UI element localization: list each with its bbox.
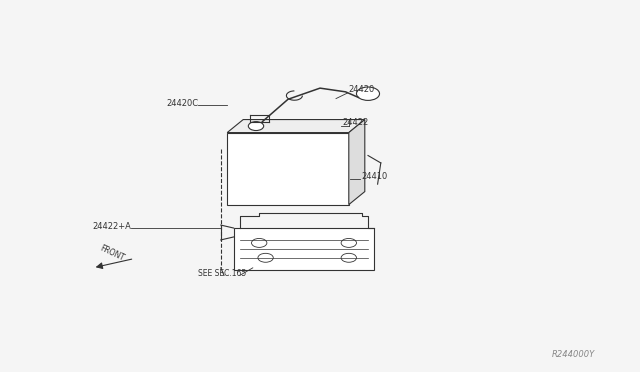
Text: SEE SEC.165: SEE SEC.165 <box>198 269 246 278</box>
Circle shape <box>252 238 267 247</box>
Polygon shape <box>349 119 365 205</box>
Text: 24422: 24422 <box>342 118 369 126</box>
Polygon shape <box>234 228 374 270</box>
Polygon shape <box>227 119 365 132</box>
Text: R244000Y: R244000Y <box>552 350 595 359</box>
Text: 24422+A: 24422+A <box>92 222 131 231</box>
Text: 24420C: 24420C <box>166 99 198 108</box>
Polygon shape <box>227 132 349 205</box>
Text: 24410: 24410 <box>362 172 388 181</box>
Circle shape <box>341 253 356 262</box>
Circle shape <box>258 253 273 262</box>
Circle shape <box>356 87 380 100</box>
Circle shape <box>248 122 264 131</box>
Text: 24420: 24420 <box>349 85 375 94</box>
Text: FRONT: FRONT <box>99 244 125 263</box>
Circle shape <box>341 238 356 247</box>
